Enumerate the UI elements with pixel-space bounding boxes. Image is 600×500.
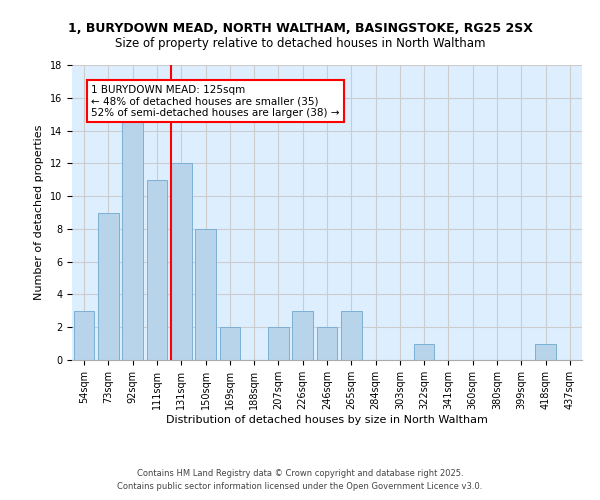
Text: Contains public sector information licensed under the Open Government Licence v3: Contains public sector information licen… bbox=[118, 482, 482, 491]
Bar bbox=[146, 180, 167, 360]
Bar bbox=[220, 327, 240, 360]
Bar bbox=[535, 344, 556, 360]
X-axis label: Distribution of detached houses by size in North Waltham: Distribution of detached houses by size … bbox=[166, 414, 488, 424]
Text: Size of property relative to detached houses in North Waltham: Size of property relative to detached ho… bbox=[115, 38, 485, 51]
Bar bbox=[74, 311, 94, 360]
Bar bbox=[317, 327, 337, 360]
Y-axis label: Number of detached properties: Number of detached properties bbox=[34, 125, 44, 300]
Text: 1, BURYDOWN MEAD, NORTH WALTHAM, BASINGSTOKE, RG25 2SX: 1, BURYDOWN MEAD, NORTH WALTHAM, BASINGS… bbox=[68, 22, 532, 36]
Bar bbox=[414, 344, 434, 360]
Bar bbox=[268, 327, 289, 360]
Text: 1 BURYDOWN MEAD: 125sqm
← 48% of detached houses are smaller (35)
52% of semi-de: 1 BURYDOWN MEAD: 125sqm ← 48% of detache… bbox=[91, 84, 340, 118]
Text: Contains HM Land Registry data © Crown copyright and database right 2025.: Contains HM Land Registry data © Crown c… bbox=[137, 468, 463, 477]
Bar bbox=[171, 164, 191, 360]
Bar bbox=[122, 114, 143, 360]
Bar bbox=[195, 229, 216, 360]
Bar bbox=[98, 212, 119, 360]
Bar bbox=[292, 311, 313, 360]
Bar bbox=[341, 311, 362, 360]
